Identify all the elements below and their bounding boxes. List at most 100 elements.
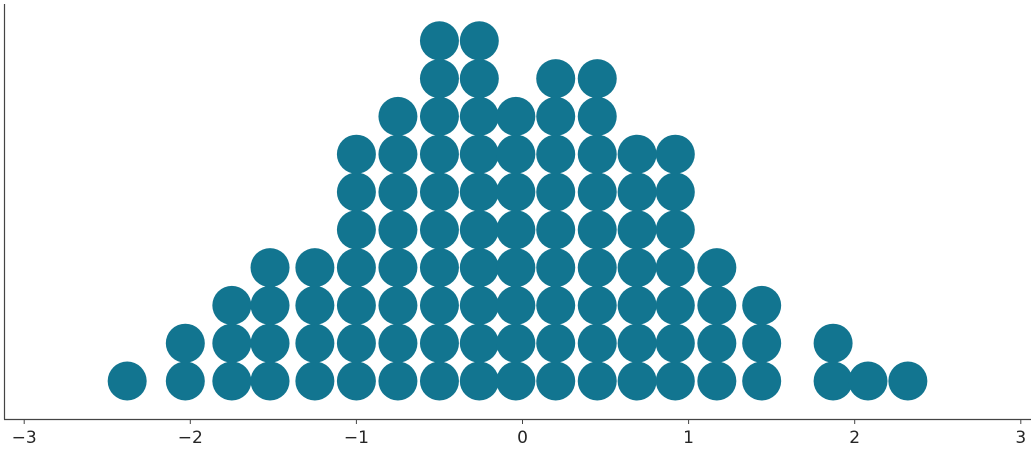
x-tick-label: 2: [849, 428, 860, 448]
dot-point: [459, 361, 499, 401]
dot-point: [577, 285, 617, 325]
dot-point: [888, 361, 928, 401]
dot-point: [617, 361, 657, 401]
dot-point: [617, 134, 657, 174]
dot-point: [496, 361, 536, 401]
dot-point: [577, 59, 617, 99]
dot-point: [378, 361, 418, 401]
dot-point: [655, 134, 695, 174]
dot-point: [577, 134, 617, 174]
dot-point: [250, 361, 290, 401]
dot-point: [459, 59, 499, 99]
dot-point: [295, 285, 335, 325]
dots-layer: [107, 21, 928, 401]
dot-point: [536, 323, 576, 363]
dot-point: [419, 210, 459, 250]
dot-point: [577, 210, 617, 250]
dot-point: [250, 248, 290, 288]
dot-point: [655, 172, 695, 212]
dot-point: [496, 134, 536, 174]
dot-point: [617, 285, 657, 325]
dot-point: [378, 172, 418, 212]
dot-point: [378, 248, 418, 288]
dot-point: [496, 96, 536, 136]
dot-point: [577, 248, 617, 288]
dot-point: [419, 248, 459, 288]
dot-point: [536, 248, 576, 288]
dot-point: [697, 323, 737, 363]
dot-point: [459, 21, 499, 61]
x-tick-label: 0: [517, 428, 528, 448]
dot-point: [459, 285, 499, 325]
dot-point: [165, 361, 205, 401]
dot-point: [419, 134, 459, 174]
dot-point: [295, 248, 335, 288]
dot-point: [536, 172, 576, 212]
dot-point: [697, 285, 737, 325]
dot-point: [813, 323, 853, 363]
dot-point: [336, 210, 376, 250]
x-tick-label: 1: [683, 428, 694, 448]
dot-point: [577, 323, 617, 363]
dot-point: [459, 96, 499, 136]
x-tick-label: −2: [178, 428, 203, 448]
dot-point: [536, 59, 576, 99]
dot-point: [655, 210, 695, 250]
dot-point: [336, 323, 376, 363]
dot-point: [536, 134, 576, 174]
dot-point: [336, 361, 376, 401]
dot-point: [496, 248, 536, 288]
dot-point: [655, 323, 695, 363]
dot-point: [617, 248, 657, 288]
dot-point: [496, 323, 536, 363]
dot-point: [419, 172, 459, 212]
dot-point: [212, 285, 252, 325]
dot-point: [577, 361, 617, 401]
dot-point: [496, 285, 536, 325]
dot-point: [536, 361, 576, 401]
dot-point: [165, 323, 205, 363]
dot-point: [536, 210, 576, 250]
dot-point: [496, 172, 536, 212]
dot-point: [378, 134, 418, 174]
dot-point: [295, 361, 335, 401]
dot-point: [212, 323, 252, 363]
dot-point: [378, 285, 418, 325]
dot-point: [419, 285, 459, 325]
x-tick-label: 3: [1015, 428, 1026, 448]
x-tick-label: −1: [344, 428, 369, 448]
dot-point: [419, 21, 459, 61]
dot-point: [697, 248, 737, 288]
dot-point: [336, 285, 376, 325]
dot-point: [577, 172, 617, 212]
dot-point: [536, 285, 576, 325]
dot-point: [378, 96, 418, 136]
dot-point: [742, 323, 782, 363]
x-tick-label: −3: [12, 428, 37, 448]
dot-point: [250, 285, 290, 325]
dot-point: [742, 285, 782, 325]
dot-point: [496, 210, 536, 250]
dot-point: [697, 361, 737, 401]
dot-point: [212, 361, 252, 401]
dot-point: [336, 172, 376, 212]
dot-point: [378, 210, 418, 250]
dot-point: [459, 210, 499, 250]
dot-point: [813, 361, 853, 401]
dot-point: [107, 361, 147, 401]
dot-point: [617, 172, 657, 212]
dot-point: [459, 323, 499, 363]
dot-point: [459, 248, 499, 288]
dot-point: [419, 96, 459, 136]
dot-point: [655, 285, 695, 325]
dot-point: [742, 361, 782, 401]
dot-point: [419, 323, 459, 363]
dot-point: [295, 323, 335, 363]
dot-point: [336, 248, 376, 288]
dot-point: [459, 134, 499, 174]
dot-point: [655, 361, 695, 401]
dot-point: [459, 172, 499, 212]
dot-point: [250, 323, 290, 363]
dot-point: [655, 248, 695, 288]
